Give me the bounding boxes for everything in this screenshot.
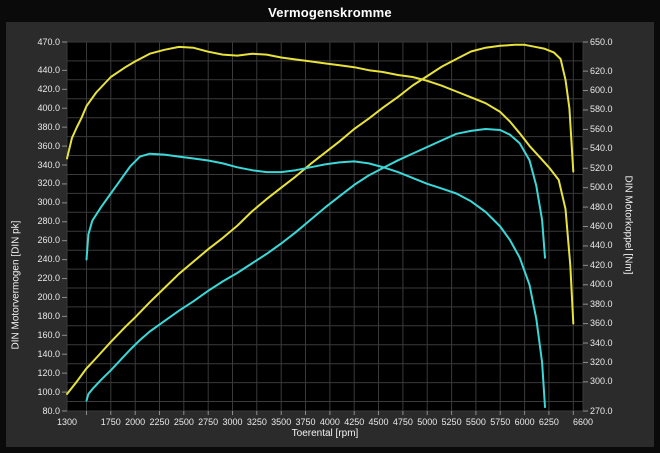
x-axis-tick-label: 4750 bbox=[392, 417, 413, 427]
series-yellow-torque bbox=[66, 45, 575, 325]
right-axis-tick-label: 420.0 bbox=[590, 259, 613, 270]
left-axis-tick-label: 360.0 bbox=[37, 140, 60, 151]
right-axis-tick-label: 620.0 bbox=[590, 65, 613, 76]
x-axis-tick-label: 3000 bbox=[222, 417, 243, 427]
left-axis-tick-label: 380.0 bbox=[37, 121, 60, 132]
left-axis-tick-label: 440.0 bbox=[37, 64, 60, 75]
series-cyan-torque bbox=[85, 152, 546, 409]
right-axis-tick-label: 320.0 bbox=[590, 356, 613, 367]
y-axis-title-right: DIN Motorkoppel [Nm] bbox=[622, 175, 634, 275]
right-axis-tick-label: 520.0 bbox=[590, 162, 613, 173]
right-axis-tick-label: 500.0 bbox=[590, 182, 613, 193]
x-axis-tick-label: 2250 bbox=[149, 417, 170, 427]
x-axis-tick-label: 6600 bbox=[572, 417, 594, 427]
left-axis-tick-label: 400.0 bbox=[37, 102, 60, 113]
right-axis-tick-label: 600.0 bbox=[590, 85, 613, 96]
x-axis-tick-label: 3250 bbox=[246, 417, 267, 427]
right-axis-tick-label: 300.0 bbox=[590, 376, 613, 387]
plot-area bbox=[67, 42, 583, 411]
x-axis-tick-label: 4250 bbox=[344, 417, 365, 427]
right-axis-tick-label: 270.0 bbox=[590, 405, 613, 416]
left-axis-tick-label: 160.0 bbox=[37, 329, 60, 340]
x-axis-title: Toerental [rpm] bbox=[291, 428, 359, 439]
left-axis-tick-label: 420.0 bbox=[37, 83, 60, 94]
x-axis-tick-label: 2500 bbox=[173, 417, 194, 427]
x-axis-tick-label: 2750 bbox=[198, 417, 219, 427]
x-axis-tick-label: 4500 bbox=[368, 417, 389, 427]
right-axis-tick-label: 440.0 bbox=[590, 240, 613, 251]
left-axis-tick-label: 300.0 bbox=[37, 197, 60, 208]
x-axis-tick-label: 3750 bbox=[295, 417, 316, 427]
right-axis-tick-label: 540.0 bbox=[590, 143, 613, 154]
left-axis-tick-label: 80.0 bbox=[42, 405, 60, 416]
y-axis-title-left: DIN Motorvermogen [DIN pk] bbox=[10, 220, 22, 350]
right-axis-tick-label: 340.0 bbox=[590, 337, 613, 348]
left-axis-tick-label: 140.0 bbox=[37, 348, 60, 359]
right-axis-tick-label: 480.0 bbox=[590, 201, 613, 212]
chart-title: Vermogenskromme bbox=[268, 5, 392, 20]
left-axis-tick-label: 100.0 bbox=[37, 386, 60, 397]
x-axis-tick-label: 4000 bbox=[319, 417, 340, 427]
series-yellow-power bbox=[66, 43, 575, 395]
series-cyan-power bbox=[85, 128, 546, 402]
right-axis-tick-label: 360.0 bbox=[590, 318, 613, 329]
left-axis-tick-label: 320.0 bbox=[37, 178, 60, 189]
x-axis-tick-label: 1300 bbox=[56, 417, 78, 427]
x-axis-tick-label: 6000 bbox=[514, 417, 535, 427]
right-axis-tick-label: 560.0 bbox=[590, 123, 613, 134]
x-axis-tick-label: 6250 bbox=[538, 417, 559, 427]
right-axis-tick-label: 650.0 bbox=[590, 36, 613, 47]
left-axis-tick-label: 200.0 bbox=[37, 291, 60, 302]
left-axis-tick-label: 180.0 bbox=[37, 310, 60, 321]
right-axis-tick-label: 400.0 bbox=[590, 279, 613, 290]
x-axis-tick-label: 5750 bbox=[490, 417, 511, 427]
x-axis-tick-label: 1750 bbox=[100, 417, 121, 427]
x-axis-tick-label: 5250 bbox=[441, 417, 462, 427]
left-axis-tick-label: 260.0 bbox=[37, 235, 60, 246]
left-axis-tick-label: 240.0 bbox=[37, 254, 60, 265]
left-axis-tick-label: 470.0 bbox=[37, 36, 60, 47]
x-axis-tick-label: 2000 bbox=[125, 417, 146, 427]
left-axis-tick-label: 340.0 bbox=[37, 159, 60, 170]
x-axis-tick-label: 3500 bbox=[271, 417, 292, 427]
left-axis-tick-label: 220.0 bbox=[37, 273, 60, 284]
right-axis-tick-label: 380.0 bbox=[590, 298, 613, 309]
x-axis-tick-label: 5500 bbox=[465, 417, 486, 427]
left-axis-tick-label: 280.0 bbox=[37, 216, 60, 227]
right-axis-tick-label: 460.0 bbox=[590, 221, 613, 231]
x-axis-tick-label: 5000 bbox=[417, 417, 438, 427]
left-axis-tick-label: 120.0 bbox=[37, 367, 60, 378]
right-axis-tick-label: 580.0 bbox=[590, 104, 613, 115]
